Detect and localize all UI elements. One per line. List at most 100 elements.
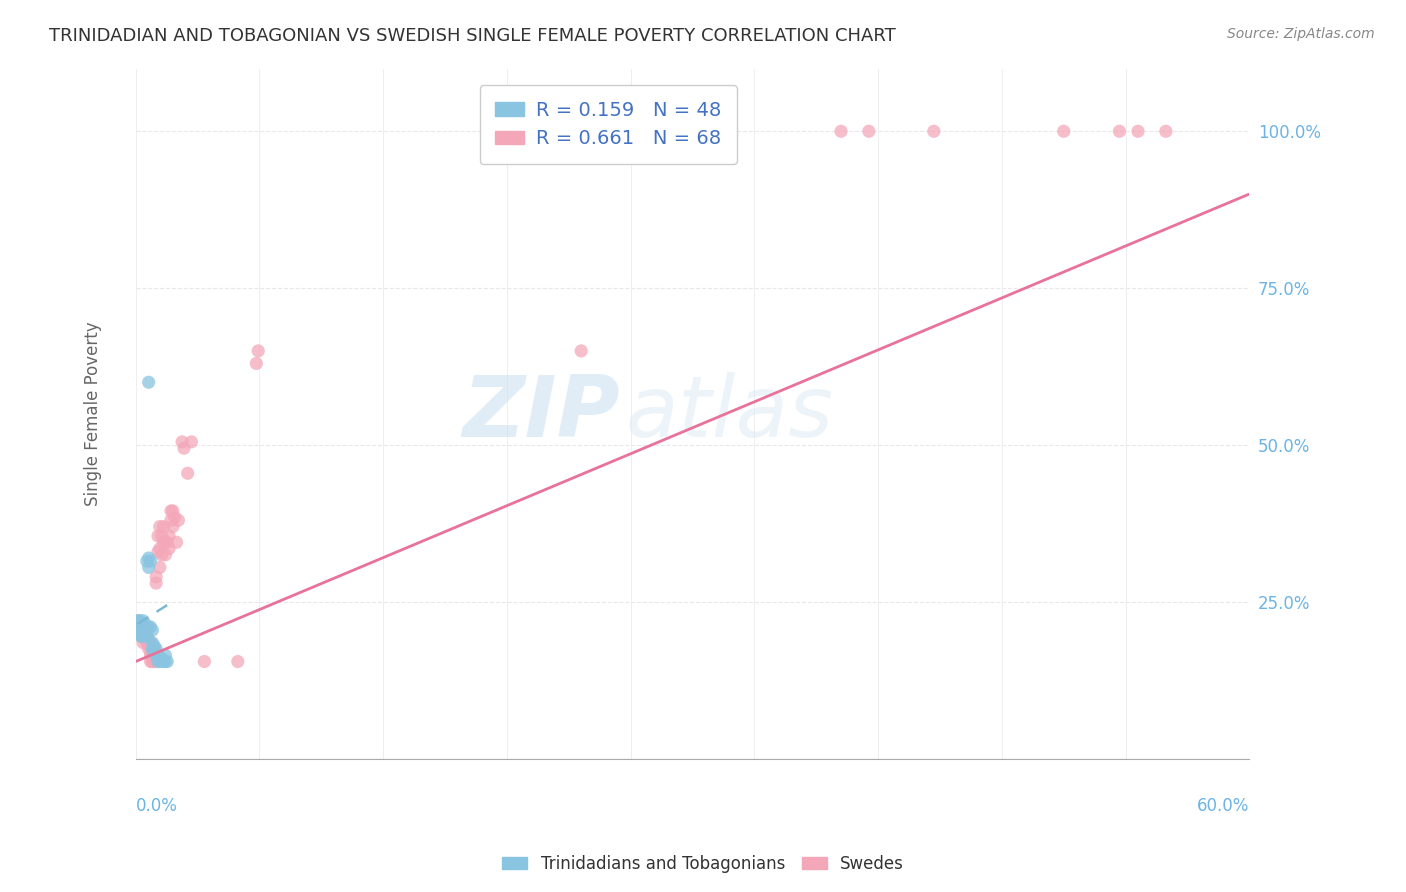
Point [141,623,163,637]
Point [134,620,156,634]
Point [128,620,150,634]
Point [127,616,149,631]
Point [132,616,155,631]
Point [226,655,249,669]
Point [166,535,188,549]
Point [1154,124,1177,138]
Point [145,648,167,663]
Point [143,639,166,653]
Point [141,655,163,669]
Point [135,554,157,568]
Point [129,620,152,634]
Point [139,554,162,568]
Point [138,620,160,634]
Point [129,623,152,637]
Point [127,620,149,634]
Point [129,629,152,643]
Point [1126,124,1149,138]
Point [167,513,190,527]
Point [830,124,852,138]
Point [138,632,160,647]
Point [138,636,160,650]
Point [152,535,174,549]
Text: atlas: atlas [626,372,834,455]
Point [152,655,174,669]
Point [150,548,173,562]
Point [156,655,179,669]
Point [141,645,163,659]
Point [1053,124,1076,138]
Point [149,541,172,556]
Point [128,620,150,634]
Point [149,560,172,574]
Point [155,648,177,663]
Point [132,620,155,634]
Point [155,655,177,669]
Point [128,614,150,628]
Text: 0.0%: 0.0% [136,797,177,814]
Point [145,642,167,657]
Point [127,616,149,631]
Point [160,513,183,527]
Point [132,623,155,637]
Point [155,548,177,562]
Point [569,343,592,358]
Point [157,541,180,556]
Point [245,356,267,370]
Point [132,636,155,650]
Point [128,623,150,637]
Point [132,629,155,643]
Point [128,623,150,637]
Point [162,504,184,518]
Point [129,626,152,640]
Point [149,651,172,665]
Point [138,560,160,574]
Point [145,570,167,584]
Point [129,616,152,631]
Text: ZIP: ZIP [463,372,620,455]
Point [128,616,150,631]
Point [134,626,156,640]
Point [180,434,202,449]
Point [139,648,162,663]
Point [141,642,163,657]
Point [176,467,198,481]
Point [155,535,177,549]
Point [143,651,166,665]
Point [139,655,162,669]
Point [1108,124,1130,138]
Point [152,519,174,533]
Point [135,629,157,643]
Point [127,623,149,637]
Point [139,636,162,650]
Point [134,629,156,643]
Point [134,626,156,640]
Point [193,655,215,669]
Text: Single Female Poverty: Single Female Poverty [84,321,103,506]
Point [145,576,167,591]
Point [173,441,195,455]
Point [132,616,155,631]
Point [139,642,162,657]
Point [172,434,194,449]
Point [127,614,149,628]
Point [132,623,155,637]
Point [162,519,184,533]
Point [143,655,166,669]
Text: 60.0%: 60.0% [1197,797,1250,814]
Point [150,529,173,543]
Point [129,629,152,643]
Text: TRINIDADIAN AND TOBAGONIAN VS SWEDISH SINGLE FEMALE POVERTY CORRELATION CHART: TRINIDADIAN AND TOBAGONIAN VS SWEDISH SI… [49,27,896,45]
Point [146,648,169,663]
Point [138,551,160,566]
Point [146,529,169,543]
Point [138,642,160,657]
Point [135,636,157,650]
Point [157,529,180,543]
Point [149,655,172,669]
Point [141,636,163,650]
Legend: Trinidadians and Tobagonians, Swedes: Trinidadians and Tobagonians, Swedes [495,848,911,880]
Point [143,645,166,659]
Point [149,519,172,533]
Point [247,343,270,358]
